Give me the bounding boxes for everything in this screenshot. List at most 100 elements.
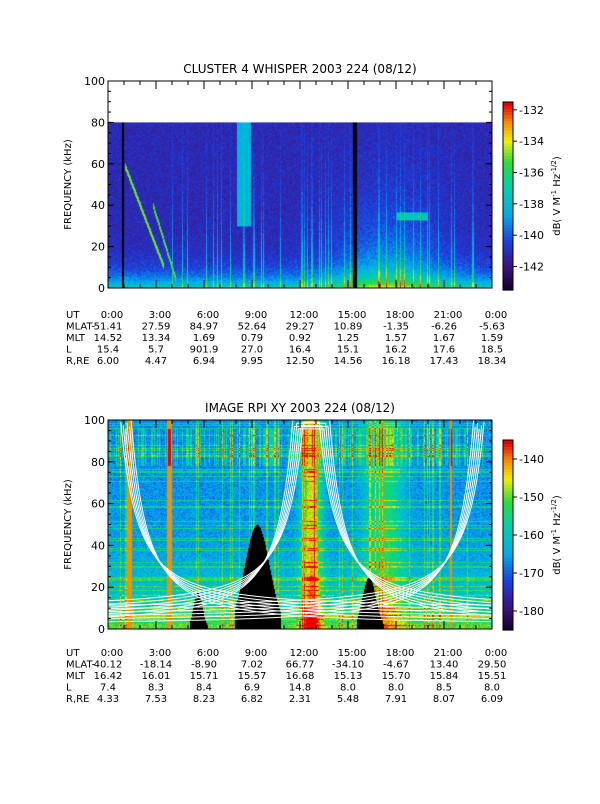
colorbar-segment: [503, 573, 513, 577]
colorbar-segment: [503, 145, 513, 150]
colorbar-segment: [503, 490, 513, 495]
ephemeris-cell: 15:00: [338, 648, 367, 659]
ephemeris-cell: 52.64: [238, 322, 267, 333]
colorbar-segment: [503, 271, 513, 275]
colorbar-segment: [503, 239, 513, 244]
ephemeris-cell: -6.26: [431, 322, 457, 333]
chart-title: CLUSTER 4 WHISPER 2003 224 (08/12): [183, 62, 416, 76]
colorbar-segment: [503, 186, 513, 191]
ephemeris-cell: 18:00: [386, 648, 415, 659]
y-tick-label: 100: [84, 414, 105, 427]
colorbar-segment: [503, 177, 513, 181]
colorbar-segment: [503, 446, 513, 451]
colorbar-segment: [503, 493, 513, 498]
ephemeris-cell: 18.5: [481, 345, 503, 356]
ephemeris-cell: 6.09: [481, 694, 503, 705]
colorbar-segment: [503, 189, 513, 194]
colorbar-segment: [503, 130, 513, 134]
ephemeris-cell: 8.4: [196, 683, 212, 694]
ephemeris-row-label: MLT: [66, 671, 86, 682]
ephemeris-cell: 8.07: [433, 694, 455, 705]
ephemeris-cell: 16.01: [142, 671, 171, 682]
colorbar: -140 -150 -160 -170 -180 dB( V M-1 Hz-1/2): [502, 439, 563, 631]
colorbar-segment: [503, 227, 513, 232]
colorbar-segment: [503, 192, 513, 197]
colorbar-segment: [503, 500, 513, 504]
ephemeris-cell: 6.82: [241, 694, 263, 705]
colorbar-segment: [503, 117, 513, 122]
colorbar-tick-label: -138: [519, 198, 544, 211]
ephemeris-cell: 1.25: [337, 333, 359, 344]
colorbar-tick-label: -160: [519, 529, 544, 542]
ephemeris-cell: 0.92: [289, 333, 311, 344]
colorbar-segment: [503, 516, 513, 520]
colorbar-segment: [503, 620, 513, 625]
ephemeris-cell: 0.79: [241, 333, 263, 344]
ephemeris-cell: 7.91: [385, 694, 407, 705]
colorbar-segment: [503, 481, 513, 485]
ephemeris-row-label: L: [66, 345, 72, 356]
colorbar-segment: [503, 274, 513, 279]
plasma-frequency-curves: [107, 419, 492, 623]
colorbar-segment: [503, 221, 513, 225]
ephemeris-cell: 9:00: [245, 648, 267, 659]
spectrogram: [108, 122, 492, 289]
colorbar-segment: [503, 196, 513, 200]
colorbar-label: dB( V M-1 Hz-1/2): [550, 156, 563, 236]
colorbar-segment: [503, 155, 513, 159]
colorbar-segment: [503, 440, 513, 444]
colorbar-segment: [503, 261, 513, 266]
y-tick-label: 0: [98, 623, 105, 636]
colorbar-segment: [503, 136, 513, 141]
ephemeris-cell: 15.70: [382, 671, 411, 682]
ephemeris-cell: 2.31: [289, 694, 311, 705]
ephemeris-cell: 21:00: [434, 648, 463, 659]
ephemeris-cell: 51.41: [94, 322, 123, 333]
ephemeris-row-label: UT: [66, 310, 80, 321]
ephemeris-cell: 15.51: [478, 671, 507, 682]
colorbar-segment: [503, 249, 513, 253]
ephemeris-row-label: MLAT-: [66, 322, 96, 333]
colorbar-tick-label: -180: [519, 605, 544, 618]
colorbar-segment: [503, 497, 513, 501]
colorbar-segment: [503, 598, 513, 603]
colorbar-segment: [503, 452, 513, 457]
colorbar-label: dB( V M-1 Hz-1/2): [550, 495, 563, 575]
ephemeris-cell: 16.18: [382, 356, 411, 367]
ephemeris-cell: 10.89: [334, 322, 363, 333]
colorbar-segment: [503, 471, 513, 476]
colorbar-segment: [503, 465, 513, 470]
colorbar-segment: [503, 563, 513, 568]
colorbar-tick-label: -132: [519, 104, 544, 117]
colorbar-label-part: ): [552, 156, 563, 160]
ephemeris-cell: 16.2: [385, 345, 407, 356]
plasma-curve: [108, 428, 480, 613]
ephemeris-cell: 13.34: [142, 333, 171, 344]
colorbar-segment: [503, 459, 513, 463]
colorbar-segment: [503, 139, 513, 144]
ephemeris-cell: 14.8: [289, 683, 311, 694]
ephemeris-cell: 27.59: [142, 322, 171, 333]
colorbar-segment: [503, 484, 513, 489]
ephemeris-row-label: R,RE: [66, 694, 89, 705]
y-axis-label: FREQUENCY (kHz): [63, 479, 74, 570]
ephemeris-cell: 6:00: [197, 310, 219, 321]
colorbar-tick-label: -134: [519, 135, 544, 148]
ephemeris-cell: 8.5: [436, 683, 452, 694]
plasma-curve: [108, 422, 492, 611]
colorbar-label-part: -1: [550, 190, 558, 197]
plasma-curve: [126, 423, 492, 616]
plasma-curve: [107, 425, 492, 605]
ephemeris-cell: 15.57: [238, 671, 267, 682]
colorbar-segment: [503, 595, 513, 599]
colorbar-segment: [503, 566, 513, 571]
ephemeris-row-label: MLAT-: [66, 660, 96, 671]
colorbar-segment: [503, 214, 513, 219]
ephemeris-cell: 8.0: [484, 683, 500, 694]
colorbar-tick-label: -140: [519, 453, 544, 466]
ephemeris-cell: 14.52: [94, 333, 123, 344]
colorbar-segment: [503, 142, 513, 147]
ephemeris-cell: 6.94: [193, 356, 215, 367]
colorbar-segment: [503, 535, 513, 539]
colorbar-segment: [503, 233, 513, 238]
